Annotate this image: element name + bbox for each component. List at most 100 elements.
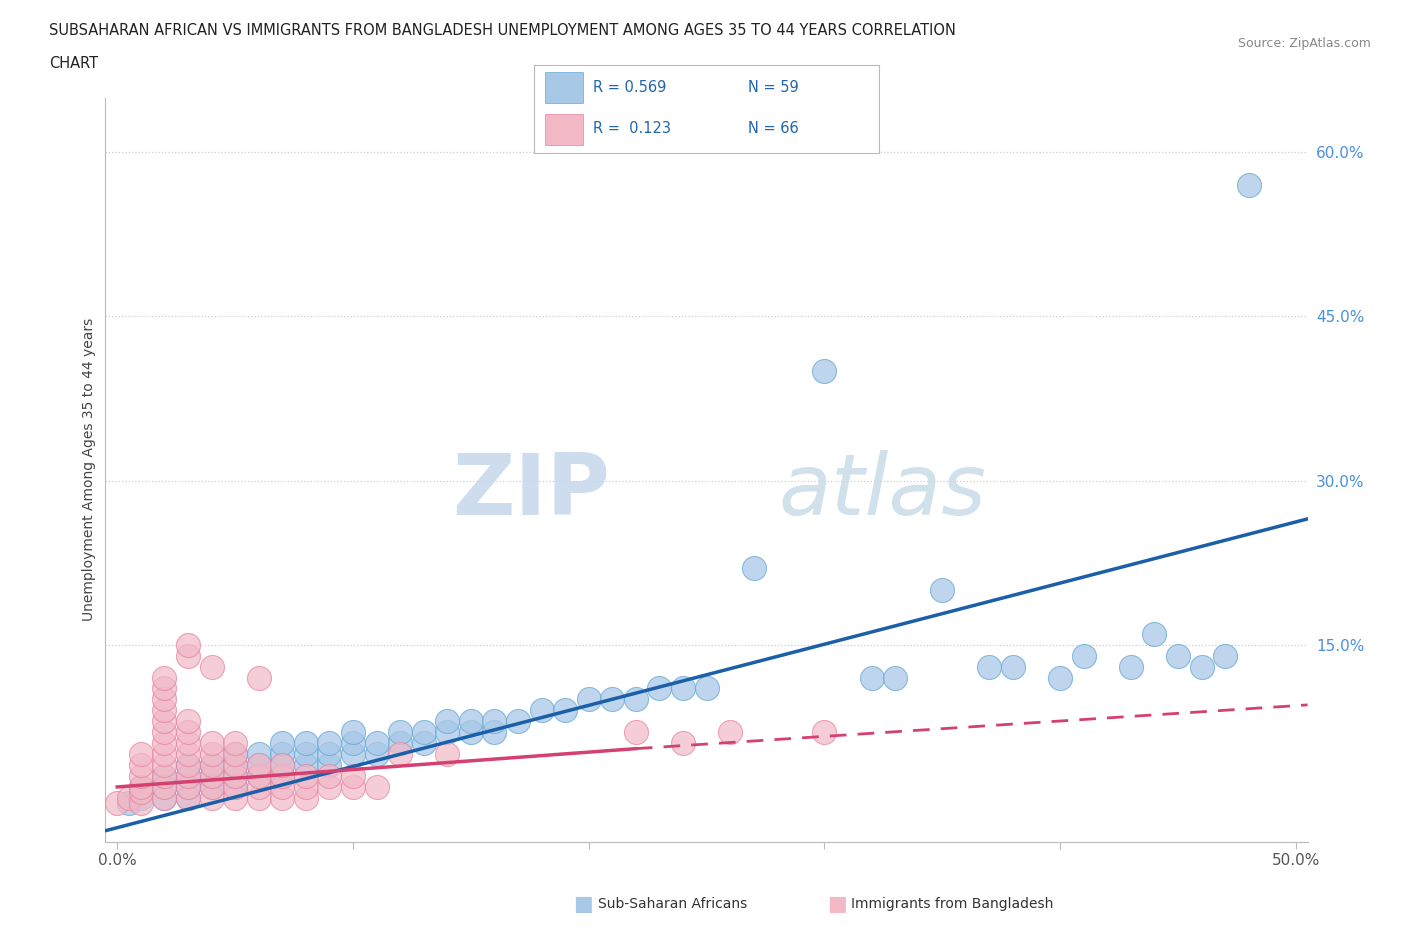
Point — [200, 768, 222, 783]
Point — [318, 779, 340, 794]
Point — [153, 779, 176, 794]
Point — [247, 671, 270, 685]
Point — [295, 790, 318, 805]
Point — [813, 724, 835, 739]
Point — [153, 736, 176, 751]
Point — [177, 768, 200, 783]
Point — [295, 747, 318, 762]
Point — [153, 724, 176, 739]
Point — [153, 790, 176, 805]
Point — [224, 747, 246, 762]
Point — [436, 714, 458, 729]
Point — [696, 681, 718, 696]
Point — [247, 747, 270, 762]
Point — [247, 768, 270, 783]
Point — [295, 768, 318, 783]
Point — [177, 790, 200, 805]
Point — [118, 790, 141, 805]
Point — [1191, 659, 1213, 674]
Point — [200, 758, 222, 773]
Text: SUBSAHARAN AFRICAN VS IMMIGRANTS FROM BANGLADESH UNEMPLOYMENT AMONG AGES 35 TO 4: SUBSAHARAN AFRICAN VS IMMIGRANTS FROM BA… — [49, 23, 956, 38]
Point — [436, 747, 458, 762]
Text: Source: ZipAtlas.com: Source: ZipAtlas.com — [1237, 37, 1371, 50]
Point — [224, 736, 246, 751]
Point — [129, 768, 152, 783]
Text: atlas: atlas — [779, 450, 987, 534]
Point — [366, 736, 388, 751]
Point — [177, 779, 200, 794]
Point — [118, 796, 141, 811]
Point — [600, 692, 623, 707]
Point — [224, 779, 246, 794]
Point — [295, 736, 318, 751]
Point — [129, 796, 152, 811]
Point — [1143, 626, 1166, 641]
Point — [200, 779, 222, 794]
Point — [200, 768, 222, 783]
Point — [860, 671, 883, 685]
Point — [200, 659, 222, 674]
Point — [412, 736, 434, 751]
Point — [1213, 648, 1236, 663]
Point — [177, 648, 200, 663]
Point — [271, 758, 294, 773]
Point — [460, 724, 482, 739]
Point — [506, 714, 529, 729]
Point — [224, 768, 246, 783]
Text: N = 66: N = 66 — [748, 121, 799, 136]
Point — [247, 758, 270, 773]
Point — [318, 758, 340, 773]
Text: ZIP: ZIP — [453, 450, 610, 534]
Point — [718, 724, 741, 739]
Point — [342, 779, 364, 794]
Point — [177, 747, 200, 762]
Point — [129, 758, 152, 773]
Point — [648, 681, 671, 696]
Point — [200, 758, 222, 773]
Text: N = 59: N = 59 — [748, 80, 799, 95]
Point — [484, 724, 506, 739]
Point — [1001, 659, 1024, 674]
Point — [742, 561, 765, 576]
Text: Sub-Saharan Africans: Sub-Saharan Africans — [598, 897, 747, 911]
Point — [153, 768, 176, 783]
Point — [271, 790, 294, 805]
Point — [1237, 178, 1260, 193]
Point — [271, 768, 294, 783]
Text: ■: ■ — [827, 894, 846, 914]
Point — [342, 736, 364, 751]
Point — [1049, 671, 1071, 685]
Point — [342, 724, 364, 739]
Point — [153, 671, 176, 685]
FancyBboxPatch shape — [544, 73, 582, 103]
Point — [295, 779, 318, 794]
Point — [153, 703, 176, 718]
Point — [389, 724, 412, 739]
Point — [1167, 648, 1189, 663]
Point — [200, 790, 222, 805]
Point — [224, 758, 246, 773]
Point — [271, 758, 294, 773]
FancyBboxPatch shape — [544, 113, 582, 145]
Point — [129, 779, 152, 794]
Point — [224, 790, 246, 805]
Point — [200, 736, 222, 751]
Point — [224, 747, 246, 762]
Point — [271, 768, 294, 783]
Point — [271, 736, 294, 751]
Point — [318, 747, 340, 762]
Point — [105, 796, 128, 811]
Point — [177, 637, 200, 652]
Point — [200, 747, 222, 762]
Point — [153, 747, 176, 762]
Point — [366, 747, 388, 762]
Point — [177, 768, 200, 783]
Point — [295, 758, 318, 773]
Point — [979, 659, 1001, 674]
Point — [1119, 659, 1142, 674]
Point — [318, 736, 340, 751]
Point — [129, 779, 152, 794]
Point — [271, 779, 294, 794]
Point — [177, 758, 200, 773]
Point — [153, 768, 176, 783]
